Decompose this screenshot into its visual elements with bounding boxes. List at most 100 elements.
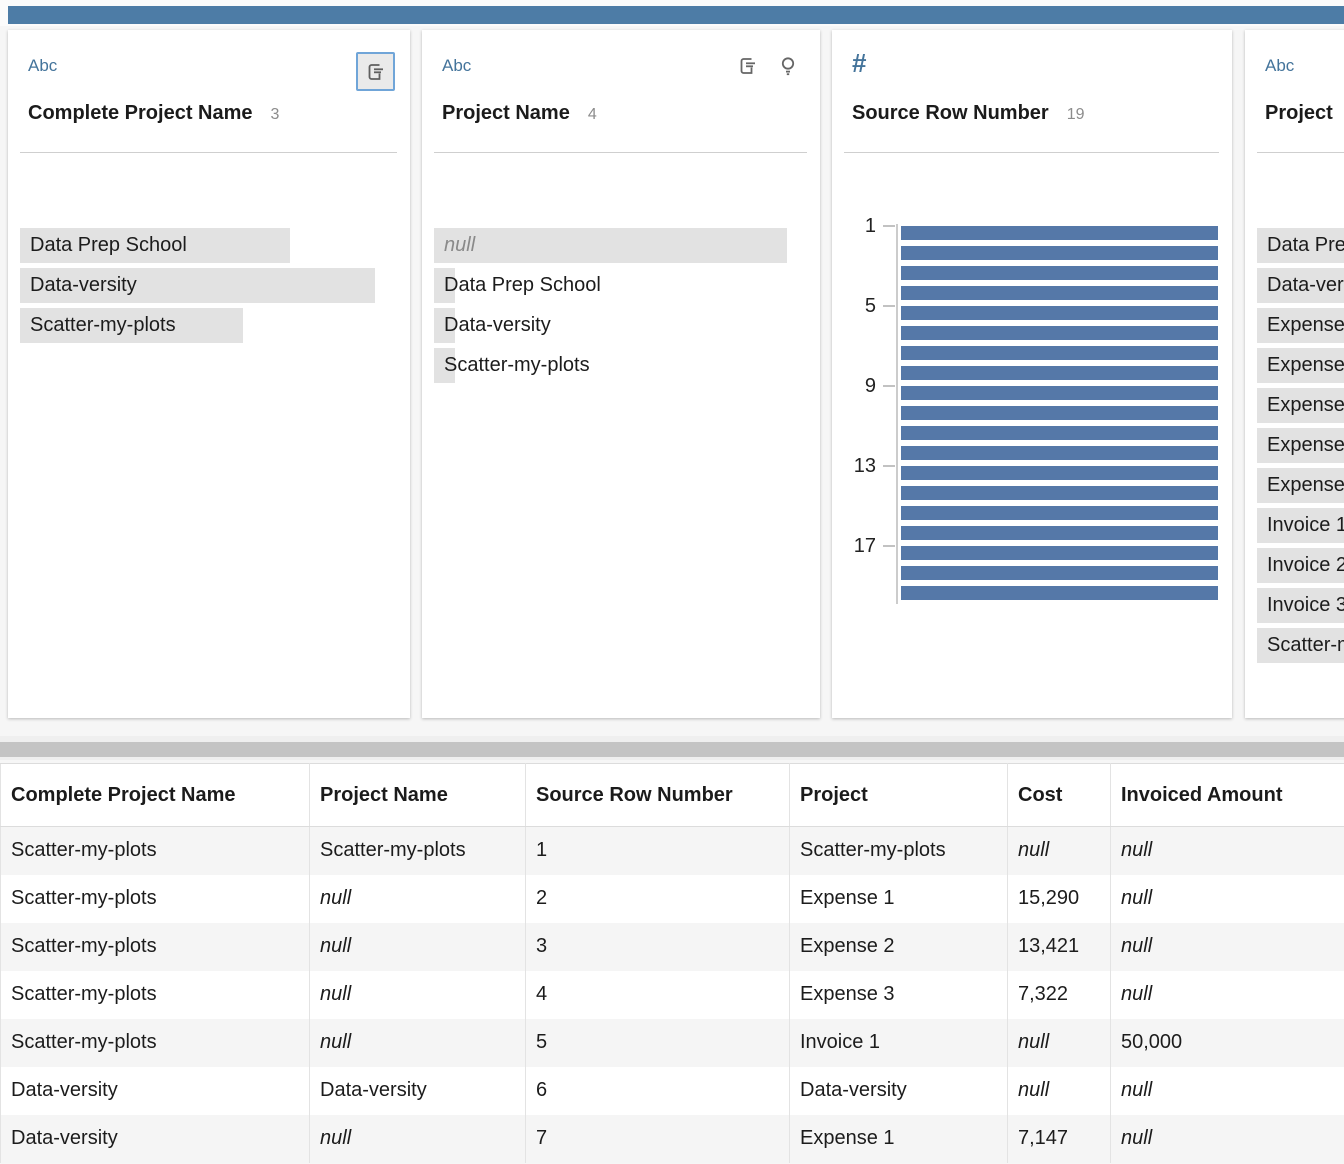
value-row[interactable]: Data-versity [434, 306, 807, 346]
value-row[interactable]: Expense 1 [1257, 306, 1344, 346]
column-header-complete-project-name[interactable]: Complete Project Name [0, 763, 310, 827]
histogram-bar[interactable] [901, 286, 1218, 300]
value-row[interactable]: Expense 5 [1257, 466, 1344, 506]
table-row: Scatter-my-plots null 2 Expense 1 15,290 null [0, 874, 1344, 923]
value-row[interactable]: Expense 2 [1257, 346, 1344, 386]
value-row[interactable]: Data Prep School [434, 266, 807, 306]
table-cell[interactable]: null [1007, 1018, 1111, 1067]
table-cell[interactable]: null [1110, 1114, 1344, 1163]
field-type-string-icon[interactable]: Abc [28, 56, 58, 75]
table-cell[interactable]: Scatter-my-plots [789, 826, 1008, 875]
value-row[interactable]: Data Prep School [20, 226, 397, 266]
table-cell[interactable]: Data-versity [0, 1066, 310, 1115]
table-cell[interactable]: 7,322 [1007, 970, 1111, 1019]
value-row[interactable]: Invoice 2 [1257, 546, 1344, 586]
histogram-bar[interactable] [901, 546, 1218, 560]
histogram-bar[interactable] [901, 326, 1218, 340]
table-cell[interactable]: 4 [525, 970, 790, 1019]
table-cell[interactable]: null [309, 1114, 526, 1163]
histogram-bar[interactable] [901, 566, 1218, 580]
value-row[interactable]: Expense 4 [1257, 426, 1344, 466]
histogram-bar[interactable] [901, 226, 1218, 240]
table-cell[interactable]: null [1007, 1066, 1111, 1115]
field-type-string-icon[interactable]: Abc [1265, 56, 1295, 75]
value-row[interactable]: Scatter-my-plots [20, 306, 397, 346]
table-cell[interactable]: Expense 3 [789, 970, 1008, 1019]
table-cell[interactable]: Data-versity [789, 1066, 1008, 1115]
column-header-project-name[interactable]: Project Name [309, 763, 526, 827]
histogram-bar[interactable] [901, 346, 1218, 360]
value-row[interactable]: Invoice 3 [1257, 586, 1344, 626]
value-row[interactable]: Data-versity [20, 266, 397, 306]
table-cell[interactable]: Scatter-my-plots [0, 922, 310, 971]
value-row[interactable]: Scatter-my-plots [434, 346, 807, 386]
value-row[interactable]: Data-versity [1257, 266, 1344, 306]
field-type-string-icon[interactable]: Abc [442, 56, 472, 75]
table-cell[interactable]: Data-versity [0, 1114, 310, 1163]
histogram-bar[interactable] [901, 266, 1218, 280]
table-cell[interactable]: Invoice 1 [789, 1018, 1008, 1067]
field-type-number-icon[interactable]: # [852, 48, 867, 78]
table-cell[interactable]: 6 [525, 1066, 790, 1115]
histogram-bar[interactable] [901, 486, 1218, 500]
lightbulb-icon[interactable] [776, 54, 800, 78]
table-cell[interactable]: 1 [525, 826, 790, 875]
table-cell[interactable]: Scatter-my-plots [0, 1018, 310, 1067]
table-cell[interactable]: null [1007, 826, 1111, 875]
extract-icon-button[interactable] [356, 52, 395, 91]
value-distribution-bar [434, 268, 455, 303]
histogram-bar[interactable] [901, 526, 1218, 540]
histogram-bar[interactable] [901, 406, 1218, 420]
histogram-bar[interactable] [901, 306, 1218, 320]
table-cell[interactable]: Scatter-my-plots [0, 826, 310, 875]
histogram-bar[interactable] [901, 246, 1218, 260]
table-cell[interactable]: null [309, 922, 526, 971]
table-cell[interactable]: 50,000 [1110, 1018, 1344, 1067]
table-cell[interactable]: null [1110, 874, 1344, 923]
table-cell[interactable]: null [1110, 970, 1344, 1019]
field-title[interactable]: Project Name [442, 102, 570, 124]
value-row[interactable]: null [434, 226, 807, 266]
table-cell[interactable]: null [1110, 1066, 1344, 1115]
field-title[interactable]: Source Row Number [852, 102, 1049, 124]
table-cell[interactable]: Expense 2 [789, 922, 1008, 971]
table-cell[interactable]: null [309, 1018, 526, 1067]
table-cell[interactable]: Scatter-my-plots [0, 970, 310, 1019]
table-cell[interactable]: 7 [525, 1114, 790, 1163]
extract-icon[interactable] [736, 54, 760, 78]
column-header-invoiced-amount[interactable]: Invoiced Amount [1110, 763, 1344, 827]
histogram-bar[interactable] [901, 446, 1218, 460]
column-header-project[interactable]: Project [789, 763, 1008, 827]
histogram-bar[interactable] [901, 426, 1218, 440]
table-cell[interactable]: 13,421 [1007, 922, 1111, 971]
histogram-bar[interactable] [901, 506, 1218, 520]
value-row[interactable]: Invoice 1 [1257, 506, 1344, 546]
field-title[interactable]: Project [1265, 102, 1333, 124]
column-header-source-row-number[interactable]: Source Row Number [525, 763, 790, 827]
table-cell[interactable]: 15,290 [1007, 874, 1111, 923]
horizontal-scrollbar-thumb[interactable] [0, 742, 1344, 757]
value-row[interactable]: Data Prep School [1257, 226, 1344, 266]
value-label: Expense 3 [1267, 394, 1344, 416]
value-row[interactable]: Scatter-my-plots [1257, 626, 1344, 666]
table-cell[interactable]: 2 [525, 874, 790, 923]
table-cell[interactable]: Data-versity [309, 1066, 526, 1115]
table-cell[interactable]: Scatter-my-plots [0, 874, 310, 923]
histogram-bar[interactable] [901, 586, 1218, 600]
table-cell[interactable]: null [309, 874, 526, 923]
value-row[interactable]: Expense 3 [1257, 386, 1344, 426]
table-cell[interactable]: Expense 1 [789, 1114, 1008, 1163]
table-cell[interactable]: 7,147 [1007, 1114, 1111, 1163]
histogram-bar[interactable] [901, 386, 1218, 400]
field-title[interactable]: Complete Project Name [28, 102, 253, 124]
histogram-bar[interactable] [901, 366, 1218, 380]
table-cell[interactable]: Scatter-my-plots [309, 826, 526, 875]
table-cell[interactable]: null [1110, 826, 1344, 875]
table-cell[interactable]: null [1110, 922, 1344, 971]
table-cell[interactable]: 5 [525, 1018, 790, 1067]
column-header-cost[interactable]: Cost [1007, 763, 1111, 827]
table-cell[interactable]: null [309, 970, 526, 1019]
table-cell[interactable]: 3 [525, 922, 790, 971]
histogram-bar[interactable] [901, 466, 1218, 480]
table-cell[interactable]: Expense 1 [789, 874, 1008, 923]
